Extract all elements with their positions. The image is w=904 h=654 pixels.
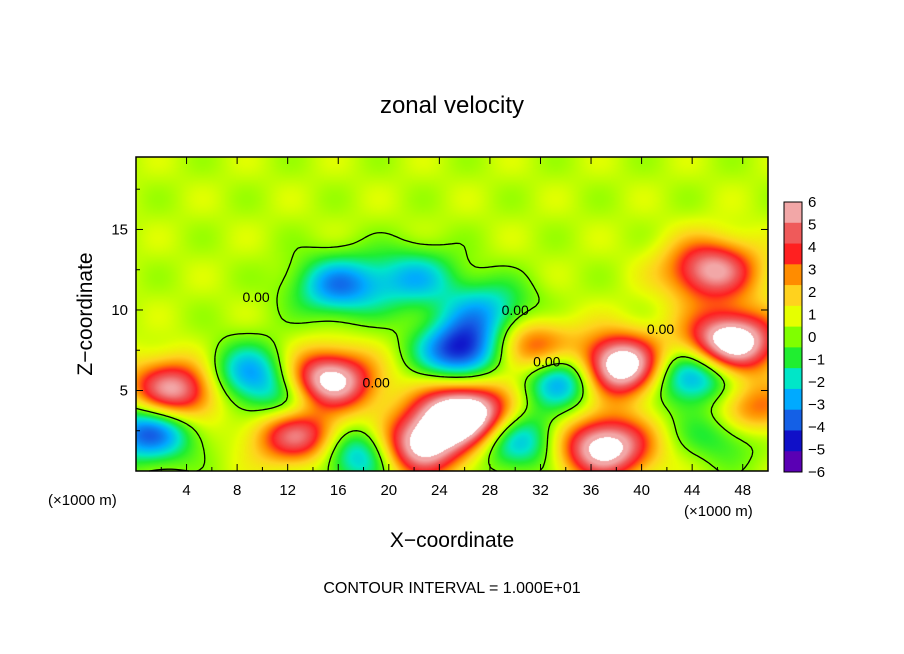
contour-label: 0.00	[363, 374, 390, 390]
colorbar-swatch	[784, 305, 802, 328]
x-tick-label: 16	[330, 482, 347, 499]
colorbar-swatch	[784, 430, 802, 452]
colorbar-swatch	[784, 285, 802, 307]
colorbar-swatch	[784, 368, 802, 390]
colorbar-swatch	[784, 264, 802, 286]
colorbar-label: 5	[808, 217, 816, 234]
x-tick-label: 40	[633, 482, 650, 499]
x-tick-label: 48	[734, 482, 751, 499]
contour-interval-note: CONTOUR INTERVAL = 1.000E+01	[323, 580, 580, 597]
colorbar-label: −3	[808, 397, 825, 414]
colorbar-label: −4	[808, 419, 825, 436]
contour-label: 0.00	[533, 353, 560, 369]
y-axis-ticks: 5 10 15	[111, 188, 768, 432]
x-tick-label: 44	[684, 482, 701, 499]
colorbar-swatch	[784, 222, 802, 245]
colorbar-swatch	[784, 326, 802, 348]
plot-area: 0.000.000.000.000.00 4 8 12 16 20 24 28 32 36 40 4…	[111, 156, 769, 499]
colorbar-swatch	[784, 202, 802, 224]
x-tick-label: 24	[431, 482, 448, 499]
colorbar-label: 6	[808, 194, 816, 211]
contour-labels: 0.00 0.00 0.00 0.00 0.00	[242, 289, 674, 390]
colorbar-swatch	[784, 451, 802, 473]
x-axis-label: X−coordinate	[390, 529, 514, 552]
colorbar-swatch	[784, 388, 802, 411]
x-axis-ticks: 4 8 12 16 20 24 28 32 36 40 44 48	[160, 157, 751, 499]
colorbar-swatch	[784, 409, 802, 431]
x-unit-label-right: (×1000 m)	[684, 503, 753, 520]
colorbar-frame	[783, 201, 803, 473]
x-tick-label: 4	[182, 482, 190, 499]
colorbar-label: 1	[808, 307, 816, 324]
y-axis-label: Z−coordinate	[74, 252, 97, 375]
colorbar-label: −2	[808, 374, 825, 391]
x-unit-label-left: (×1000 m)	[48, 492, 117, 509]
colorbar-swatch	[784, 347, 802, 369]
colorbar-label: 2	[808, 284, 816, 301]
y-tick-label: 15	[111, 221, 128, 238]
colorbar: 6 5 4 3 2 1 0 −1 −2 −3 −4 −5 −6	[783, 194, 825, 481]
chart-title: zonal velocity	[380, 92, 524, 119]
x-tick-label: 12	[279, 482, 296, 499]
x-tick-label: 8	[233, 482, 241, 499]
plot-frame	[135, 156, 769, 472]
colorbar-label: 4	[808, 239, 816, 256]
y-tick-label: 5	[120, 382, 128, 399]
colorbar-label: −6	[808, 464, 825, 481]
y-tick-label: 10	[111, 302, 128, 319]
x-tick-label: 28	[482, 482, 499, 499]
colorbar-swatch	[784, 243, 802, 265]
colorbar-label: 0	[808, 329, 816, 346]
colorbar-label: 3	[808, 262, 816, 279]
x-tick-label: 20	[380, 482, 397, 499]
contour-label: 0.00	[502, 302, 529, 318]
x-tick-label: 36	[583, 482, 600, 499]
velocity-field	[136, 157, 768, 471]
x-tick-label: 32	[532, 482, 549, 499]
colorbar-label: −1	[808, 352, 825, 369]
colorbar-label: −5	[808, 442, 825, 459]
contour-label: 0.00	[242, 289, 269, 305]
contour-label: 0.00	[647, 321, 674, 337]
